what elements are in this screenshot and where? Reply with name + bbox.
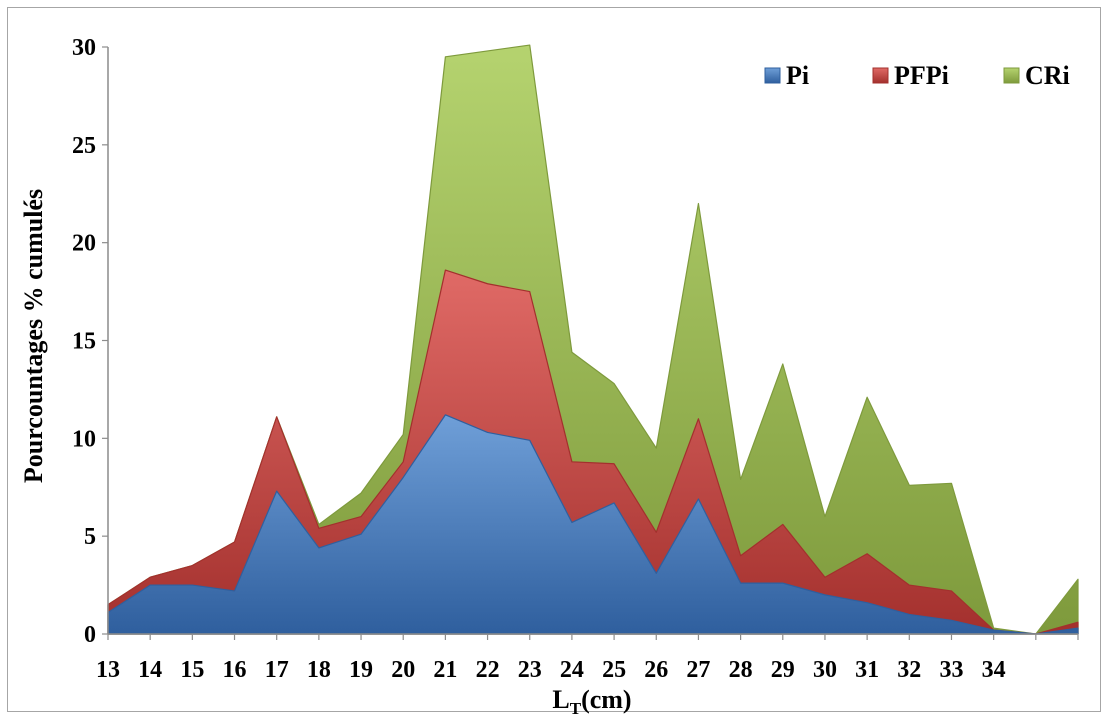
- y-tick-label: 5: [84, 524, 96, 550]
- x-tick-labels: 13 14 15 16 17 18 19 20 21 22 23 24 25 26 27 28 29 30 31 32…: [96, 634, 1079, 683]
- x-tick-label: 34: [982, 657, 1006, 683]
- y-tick-label: 15: [72, 329, 96, 355]
- x-tick-label: 21: [433, 657, 457, 683]
- y-tick-label: 10: [72, 426, 96, 452]
- x-tick-label: 27: [686, 657, 710, 683]
- legend-label-pi: Pi: [786, 61, 809, 90]
- x-axis-title-subscript: T: [570, 699, 582, 715]
- y-tick-labels: 0 5 10 15 20 25 30: [72, 35, 108, 648]
- x-tick-label: 32: [897, 657, 921, 683]
- x-tick-label: 18: [307, 657, 331, 683]
- x-tick-label: 16: [223, 657, 247, 683]
- y-axis-title: Pourcountages % cumulés: [19, 189, 48, 483]
- legend-label-pfpi: PFPi: [894, 61, 949, 90]
- legend-swatch-pfpi: [872, 67, 889, 84]
- x-tick-label: 33: [939, 657, 963, 683]
- x-tick-label: 17: [265, 657, 289, 683]
- x-tick-label: 20: [391, 657, 415, 683]
- x-tick-label: 14: [138, 657, 162, 683]
- series-areas: [107, 44, 1079, 635]
- legend-label-cri: CRi: [1025, 61, 1070, 90]
- legend-swatch-cri: [1003, 67, 1020, 84]
- y-tick-label: 25: [72, 133, 96, 159]
- x-tick-label: 22: [476, 657, 500, 683]
- x-axis-title-unit: (cm): [581, 685, 632, 714]
- x-tick-label: 29: [771, 657, 795, 683]
- y-tick-label: 20: [72, 231, 96, 257]
- x-axis-title-main: L: [552, 685, 569, 714]
- x-tick-label: 28: [729, 657, 753, 683]
- x-axis-title: LT(cm): [552, 685, 631, 715]
- y-tick-label: 30: [72, 35, 96, 61]
- y-tick-label: 0: [84, 622, 96, 648]
- legend-swatch-pi: [764, 67, 781, 84]
- x-tick-label: 31: [855, 657, 879, 683]
- legend: Pi PFPi CRi: [764, 61, 1070, 90]
- x-tick-label: 23: [518, 657, 542, 683]
- x-tick-label: 30: [813, 657, 837, 683]
- x-tick-label: 19: [349, 657, 373, 683]
- x-tick-label: 24: [560, 657, 584, 683]
- x-tick-label: 25: [602, 657, 626, 683]
- series-area-pi: [107, 414, 1079, 635]
- x-tick-label: 26: [644, 657, 668, 683]
- x-tick-label: 15: [180, 657, 204, 683]
- x-tick-label: 13: [96, 657, 120, 683]
